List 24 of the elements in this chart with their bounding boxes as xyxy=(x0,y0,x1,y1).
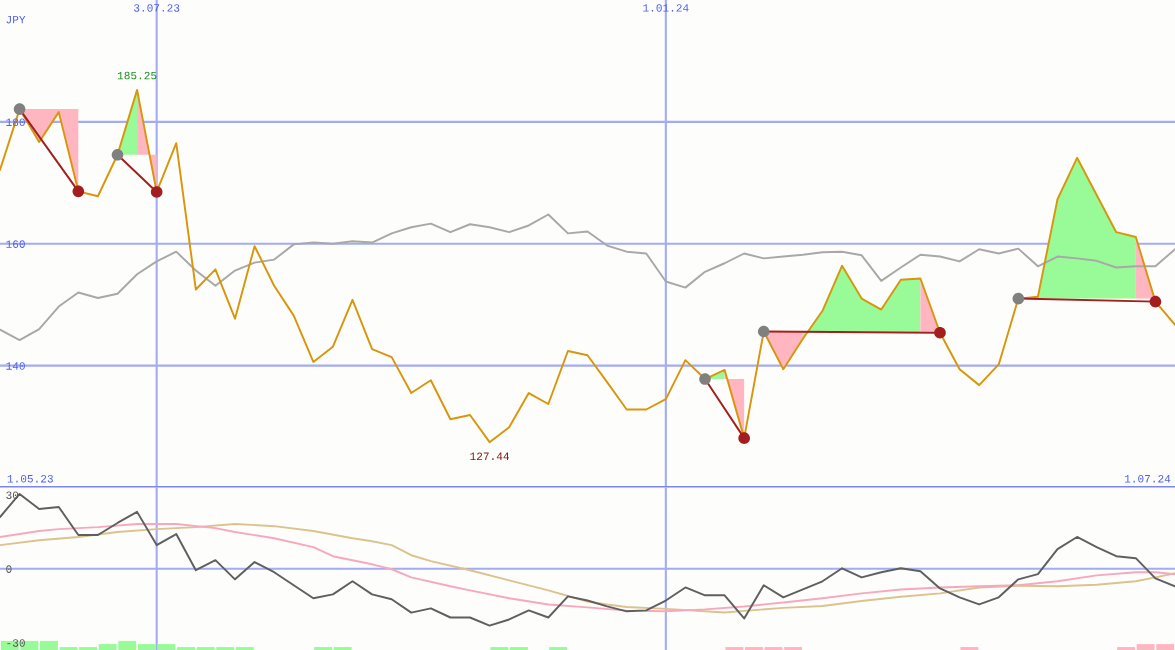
annotation: 127.44 xyxy=(470,452,510,460)
point xyxy=(934,326,946,339)
y-tick-label: 160 xyxy=(6,240,25,248)
point xyxy=(699,373,711,385)
line-series xyxy=(0,88,1175,444)
x-tick-label: 1.01.24 xyxy=(643,4,689,12)
point xyxy=(1012,292,1025,305)
line-series xyxy=(0,213,1175,341)
x-tick-label: 3.07.23 xyxy=(134,4,180,12)
point xyxy=(1149,295,1162,308)
y-tick-label: 140 xyxy=(6,362,25,370)
point xyxy=(757,325,770,338)
y-tick-label: 0 xyxy=(6,565,12,573)
point xyxy=(738,432,750,444)
point xyxy=(111,148,124,161)
point xyxy=(72,185,85,198)
annotation: 1.05.23 xyxy=(7,474,53,483)
annotation: 185.25 xyxy=(117,71,157,80)
y-axis-title: JPY xyxy=(6,16,26,24)
point xyxy=(150,186,163,198)
y-tick-label: 30 xyxy=(6,491,19,500)
point xyxy=(13,103,26,115)
line-series xyxy=(0,492,1175,627)
annotation: 1.07.24 xyxy=(1124,474,1171,483)
